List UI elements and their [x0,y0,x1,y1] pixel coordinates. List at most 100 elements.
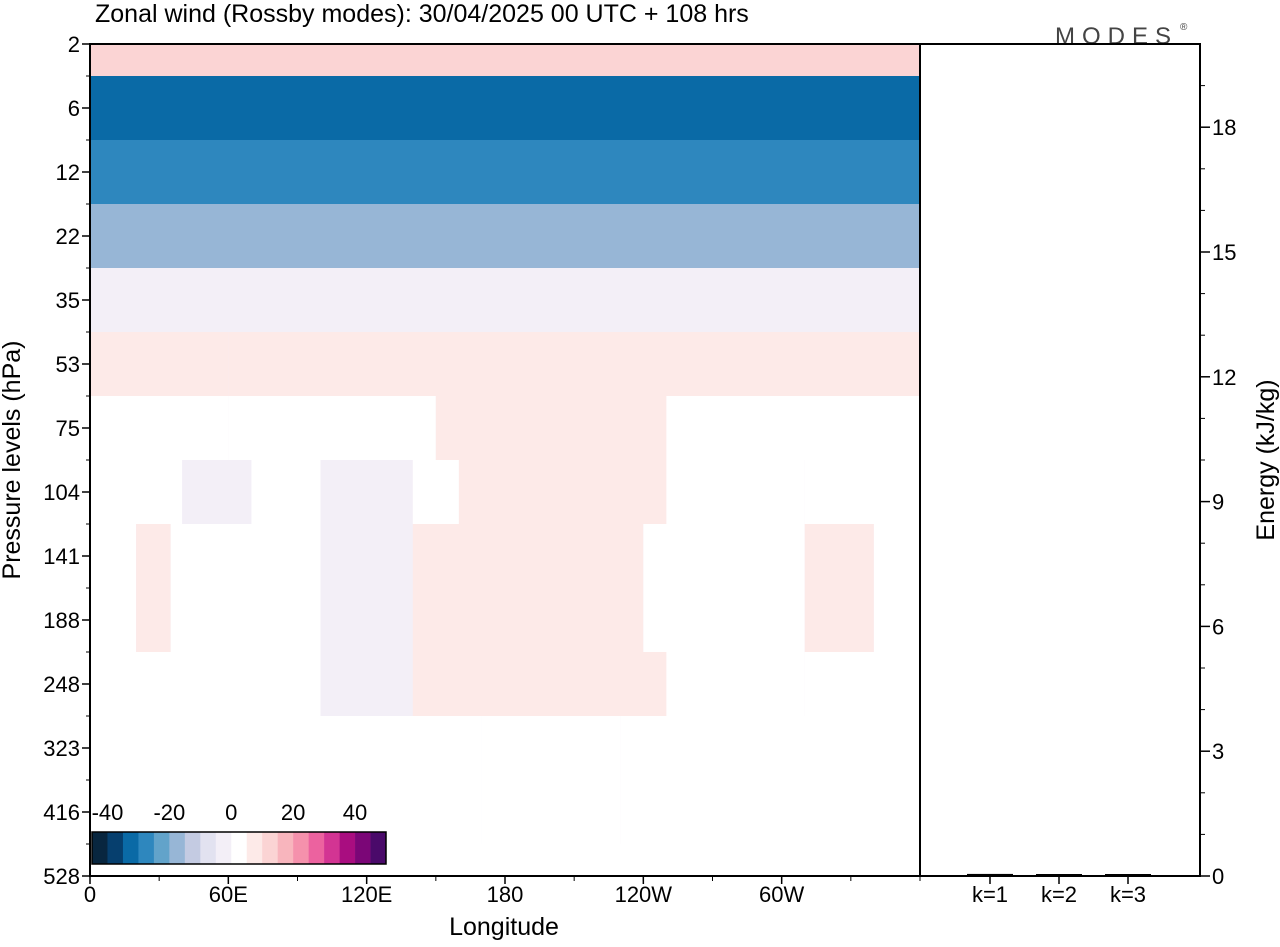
colorbar-tick-label: 0 [225,800,237,825]
colorbar-tick-label: -20 [153,800,185,825]
energy-tick-label: 15 [1212,240,1236,265]
heatmap-cell [228,332,921,396]
heatmap-cell [90,332,229,396]
heatmap-cell [412,524,505,588]
heatmap-cell [90,268,920,332]
colorbar-tick-label: -40 [92,800,124,825]
heatmap-cell [435,396,667,460]
colorbar-tick-label: 20 [281,800,305,825]
y-tick-label: 75 [56,416,80,441]
heatmap-cell [90,524,137,588]
colorbar-swatch [107,832,124,864]
energy-tick-label: 6 [1212,614,1224,639]
heatmap-cell [505,524,644,588]
heatmap-area [90,44,921,876]
heatmap-cell [170,524,321,588]
colorbar-swatch [308,832,325,864]
y-tick-label: 12 [56,160,80,185]
heatmap-cell [458,460,667,524]
modes-logo-text: MODES [1055,23,1178,50]
modes-logo: MODES ® [1055,22,1188,50]
y-tick-label: 6 [68,96,80,121]
colorbar-swatch [277,832,294,864]
heatmap-cell [666,396,920,460]
colorbar-swatch [324,832,340,864]
energy-frame [919,43,1201,877]
heatmap-cell [90,76,920,140]
heatmap-cell [412,460,459,524]
heatmap-cell [620,716,920,780]
x-tick-label: 120E [341,882,392,907]
energy-bar-chart: 0 3 6 9 12 15 18 k=1 k=2 k=3 [919,43,1236,907]
y-tick-label: 323 [43,736,80,761]
y-tick-label: 2 [68,32,80,57]
heatmap-cell [804,652,920,716]
y-tick-label: 528 [43,864,80,889]
heatmap-cell [320,524,413,588]
energy-bar [1105,874,1151,876]
heatmap-cell [90,44,920,76]
y-tick-label: 141 [43,544,80,569]
colorbar-swatch [215,832,232,864]
heatmap-cell [170,588,321,652]
colorbar-tick-label: 40 [343,800,367,825]
heatmap-cell [90,652,321,716]
heatmap-cell [412,652,667,716]
heatmap-cell [320,460,413,524]
energy-axis-label: Energy (kJ/kg) [1252,379,1280,540]
y-tick-label: 53 [56,352,80,377]
colorbar-swatch [339,832,356,864]
heatmap-cell [620,780,920,844]
energy-tick-label: 12 [1212,365,1236,390]
heatmap-cell [505,588,644,652]
x-tick-label: 120W [615,882,673,907]
heatmap-cell [182,460,252,524]
heatmap-cell [643,588,805,652]
heatmap-cell [228,396,436,460]
energy-tick-label: 0 [1212,864,1224,889]
modes-logo-mark: ® [1180,22,1188,33]
y-axis-label: Pressure levels (hPa) [0,341,26,580]
x-tick-label: 60E [209,882,248,907]
x-tick-label: 60W [759,882,804,907]
chart-title: Zonal wind (Rossby modes): 30/04/2025 00… [95,0,749,28]
energy-category-label: k=1 [972,882,1008,907]
x-tick-label: 180 [487,882,524,907]
energy-bar [967,873,1013,876]
energy-category-label: k=2 [1041,882,1077,907]
heatmap-cell [873,588,920,652]
heatmap-cell [90,588,137,652]
colorbar-swatch [153,832,170,864]
x-axis-label: Longitude [449,913,559,941]
x-tick-label: 0 [84,882,96,907]
heatmap-cell [481,780,621,844]
heatmap-cell [320,588,413,652]
heatmap-cell [136,524,171,588]
heatmap-cell [251,460,321,524]
colorbar: -40 -20 0 20 40 [91,800,387,865]
y-tick-label: 22 [56,224,80,249]
heatmap-cell [412,588,505,652]
y-tick-label: 188 [43,608,80,633]
heatmap-cell [90,140,920,204]
energy-tick-label: 3 [1212,739,1224,764]
y-tick-label: 248 [43,672,80,697]
colorbar-frame [91,831,387,865]
colorbar-swatch [246,832,263,864]
heatmap-cell [90,396,229,460]
colorbar-swatch [122,832,139,864]
energy-tick-label: 18 [1212,115,1236,140]
heatmap-cell [90,460,183,524]
colorbar-swatch [262,832,278,864]
y-tick-label: 416 [43,800,80,825]
energy-bar [1036,874,1082,876]
colorbar-swatch [92,832,108,864]
colorbar-swatch [184,832,201,864]
heatmap-cell [643,524,805,588]
heatmap-cell [666,460,805,524]
energy-category-label: k=3 [1110,882,1146,907]
colorbar-swatch [138,832,155,864]
y-tick-label: 35 [56,288,80,313]
